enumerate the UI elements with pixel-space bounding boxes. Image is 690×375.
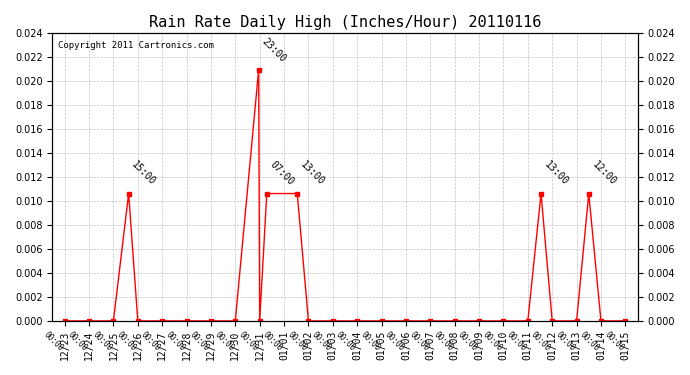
- Text: 00:00: 00:00: [359, 330, 382, 353]
- Text: 00:00: 00:00: [66, 330, 89, 353]
- Text: 00:00: 00:00: [602, 330, 625, 353]
- Text: 13:00: 13:00: [542, 160, 570, 188]
- Text: 00:00: 00:00: [408, 330, 431, 353]
- Text: 00:00: 00:00: [481, 330, 504, 353]
- Text: 00:00: 00:00: [115, 330, 138, 353]
- Text: 00:00: 00:00: [529, 330, 552, 353]
- Text: 00:00: 00:00: [42, 330, 65, 353]
- Text: 07:00: 07:00: [268, 160, 296, 188]
- Title: Rain Rate Daily High (Inches/Hour) 20110116: Rain Rate Daily High (Inches/Hour) 20110…: [149, 15, 541, 30]
- Text: 00:00: 00:00: [262, 330, 284, 353]
- Text: 00:00: 00:00: [554, 330, 577, 353]
- Text: 00:00: 00:00: [383, 330, 406, 353]
- Text: 00:00: 00:00: [286, 330, 308, 353]
- Text: 00:00: 00:00: [188, 330, 211, 353]
- Text: 00:00: 00:00: [456, 330, 479, 353]
- Text: 15:00: 15:00: [130, 160, 158, 188]
- Text: 00:00: 00:00: [432, 330, 455, 353]
- Text: 00:00: 00:00: [90, 330, 113, 353]
- Text: Copyright 2011 Cartronics.com: Copyright 2011 Cartronics.com: [59, 41, 214, 50]
- Text: 00:00: 00:00: [213, 330, 235, 353]
- Text: 00:00: 00:00: [139, 330, 162, 353]
- Text: 12:00: 12:00: [590, 160, 618, 188]
- Text: 13:00: 13:00: [299, 160, 326, 188]
- Text: 00:00: 00:00: [578, 330, 601, 353]
- Text: 00:00: 00:00: [237, 330, 259, 353]
- Text: 00:00: 00:00: [335, 330, 357, 353]
- Text: 00:00: 00:00: [164, 330, 186, 353]
- Text: 00:00: 00:00: [505, 330, 528, 353]
- Text: 00:00: 00:00: [310, 330, 333, 353]
- Text: 23:00: 23:00: [260, 36, 288, 64]
